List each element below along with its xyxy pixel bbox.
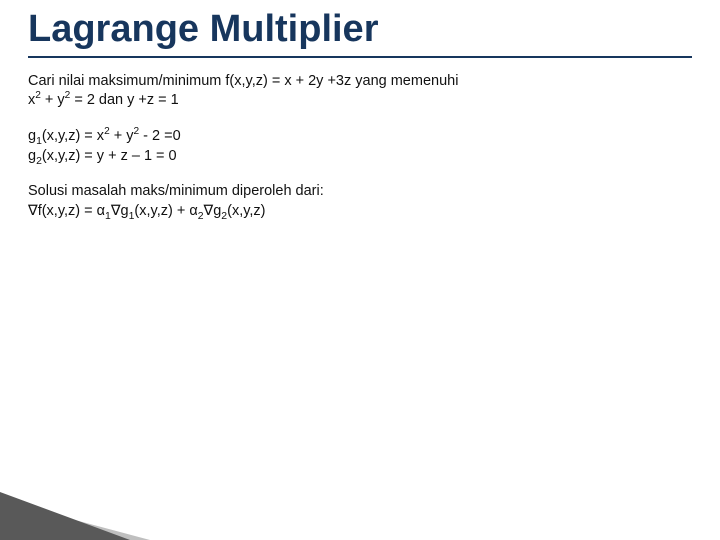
p3l2b: ∇g [111,203,129,219]
problem-statement: Cari nilai maksimum/minimum f(x,y,z) = x… [28,72,692,111]
g1b: (x,y,z) = x [42,128,104,144]
line1: Cari nilai maksimum/minimum f(x,y,z) = x… [28,73,458,89]
p3l2e: (x,y,z) [227,203,265,219]
slide-title: Lagrange Multiplier [28,10,692,50]
g2a: g [28,148,36,164]
p3l2d: ∇g [204,203,222,219]
p3l2a: ∇f(x,y,z) = α [28,203,105,219]
p3l1: Solusi masalah maks/minimum diperoleh da… [28,183,324,199]
solution-statement: Solusi masalah maks/minimum diperoleh da… [28,182,692,221]
g1d: - 2 =0 [139,128,181,144]
l2b: + y [41,92,65,108]
g1a: g [28,128,36,144]
corner-decoration [0,492,170,540]
constraint-functions: g1(x,y,z) = x2 + y2 - 2 =0 g2(x,y,z) = y… [28,127,692,166]
title-underline [28,56,692,58]
l2c: = 2 dan y +z = 1 [70,92,178,108]
p3l2c: (x,y,z) + α [134,203,197,219]
g1c: + y [110,128,134,144]
g2b: (x,y,z) = y + z – 1 = 0 [42,148,177,164]
